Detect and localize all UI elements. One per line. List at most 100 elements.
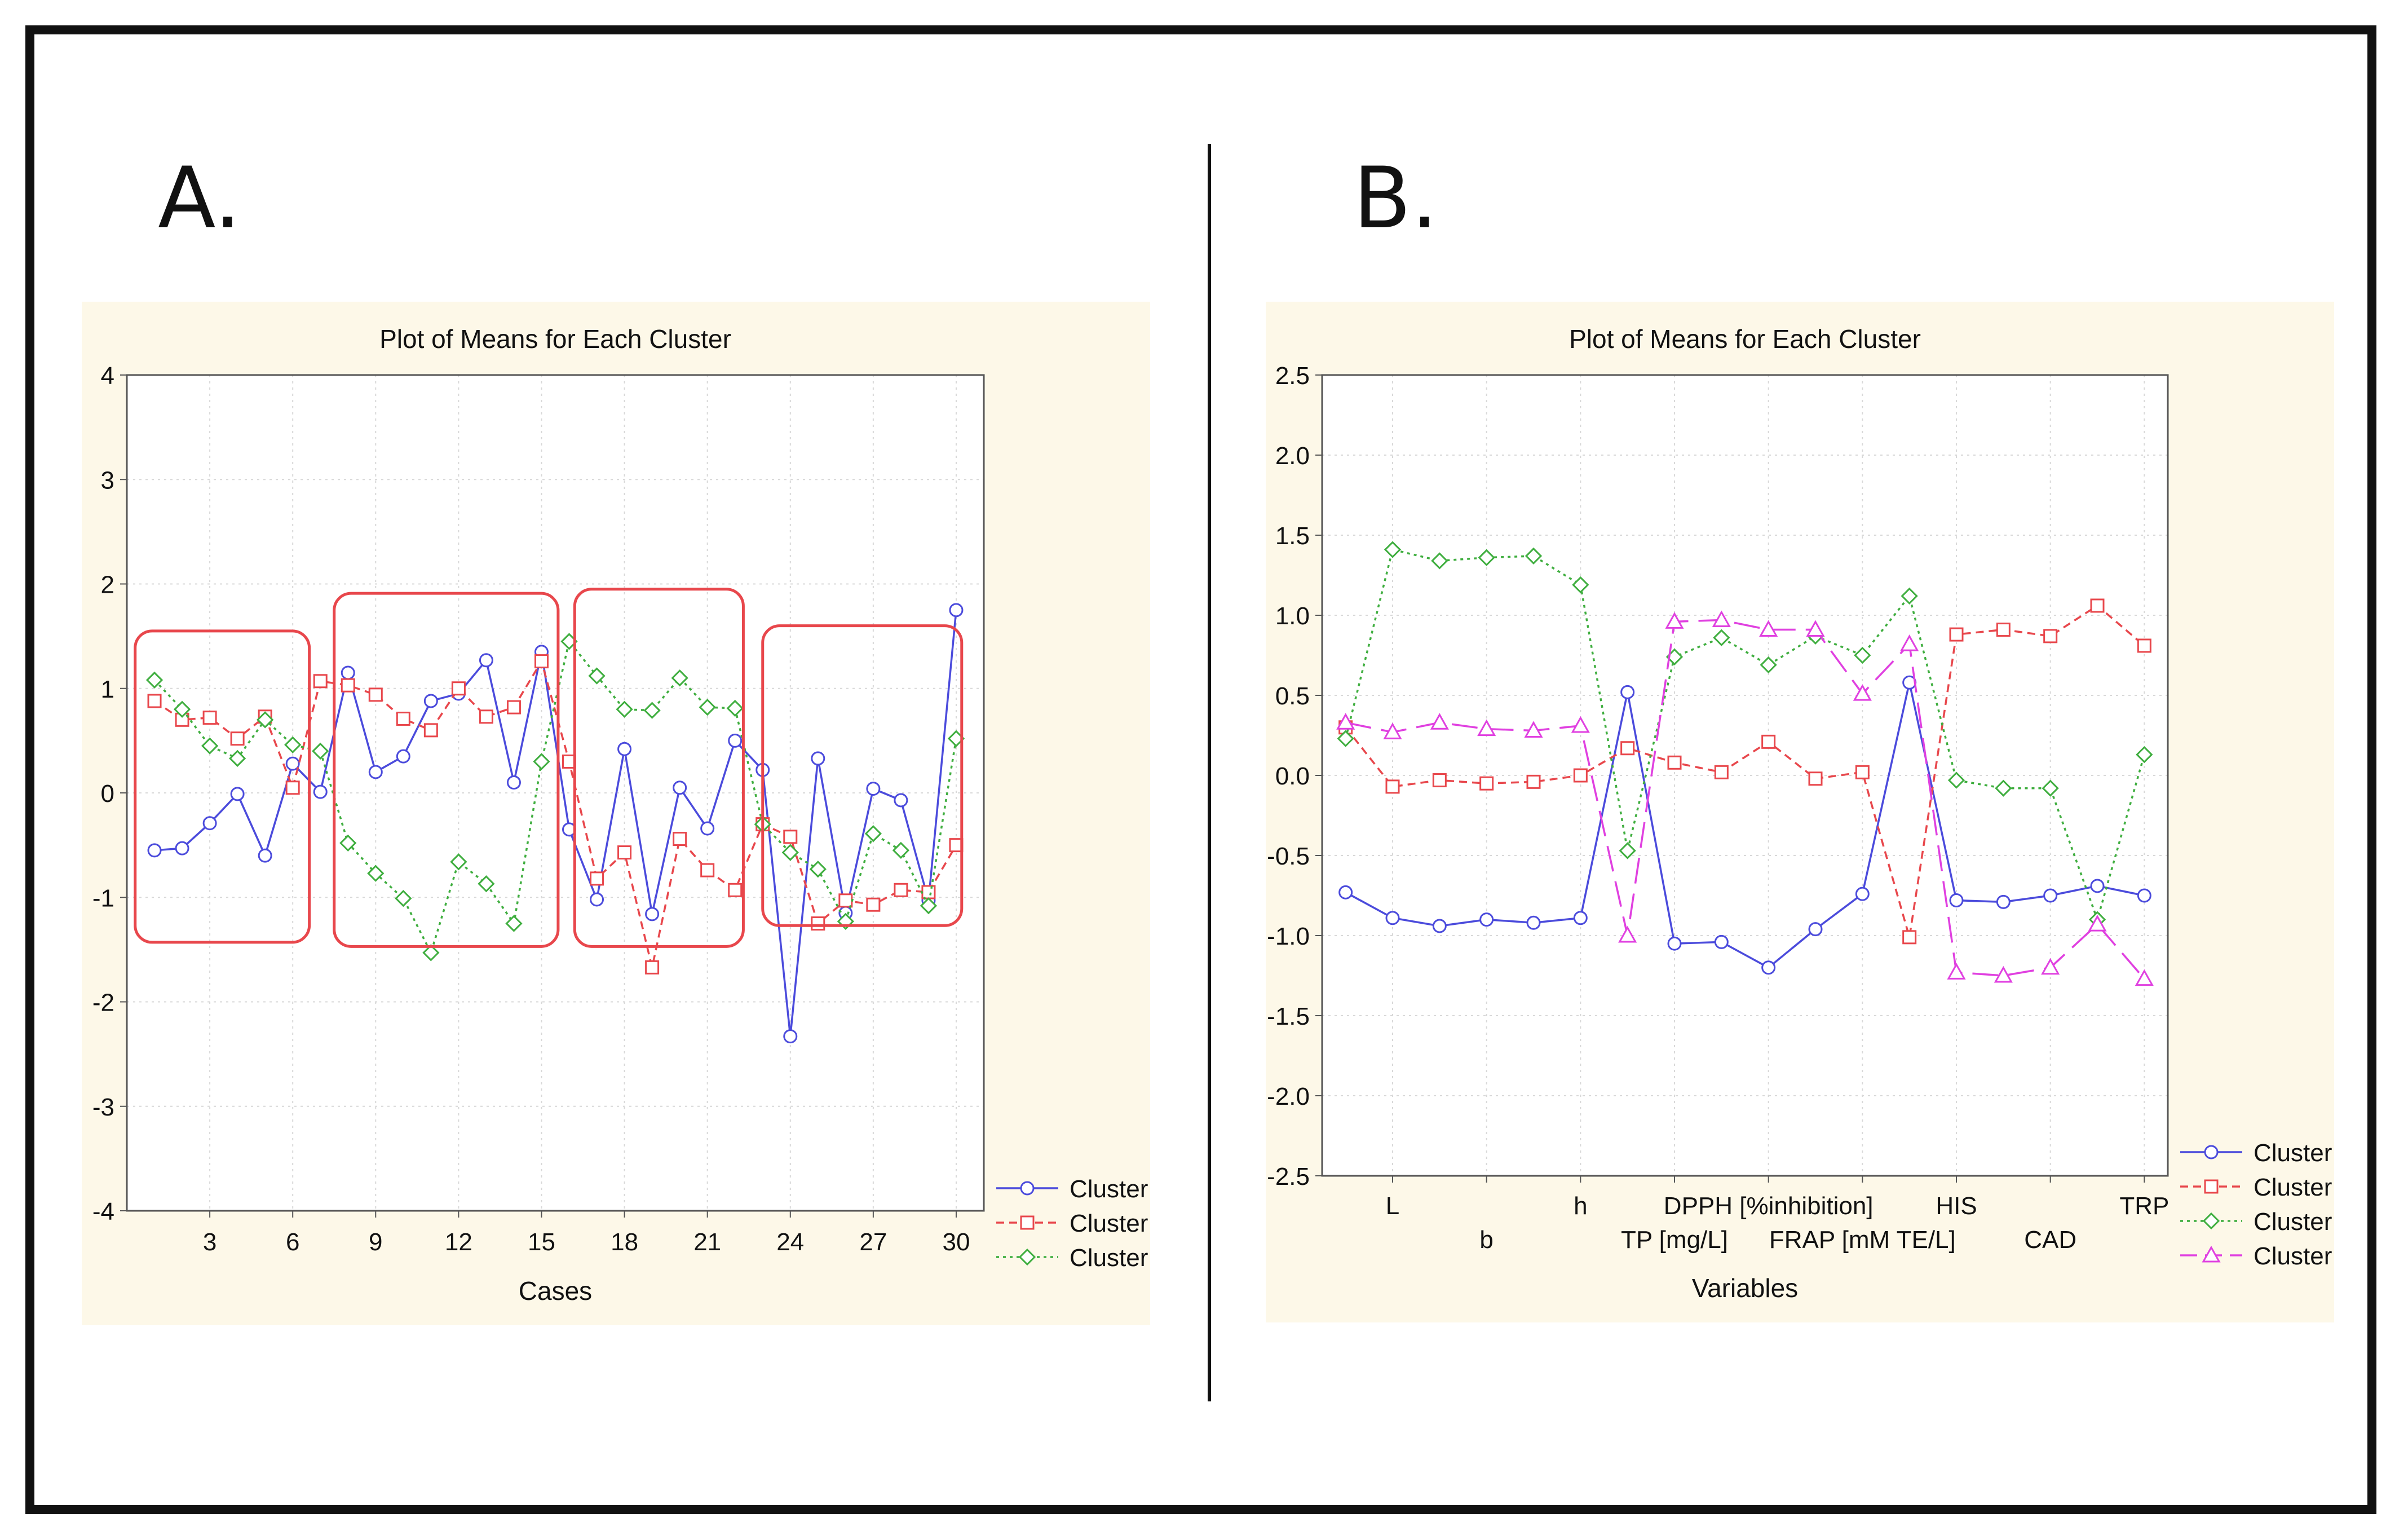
chart-b-series-2-point	[1526, 774, 1541, 789]
chart-b-series-3-point	[1760, 656, 1777, 674]
chart-b-series-4-point	[1571, 716, 1590, 733]
chart-a-series-2-point	[728, 883, 743, 897]
chart-b-series-3-point	[1901, 587, 1918, 605]
chart-a-y-tick-label: 2	[101, 571, 114, 599]
chart-b-series-4-point	[1383, 722, 1402, 739]
chart-b-x-tick-label: TRP	[2119, 1192, 2169, 1220]
chart-b-series-1-point	[1385, 911, 1400, 925]
chart-a-series-2-point	[811, 916, 825, 931]
chart-a-series-2-point	[617, 845, 632, 860]
chart-a-series-2-point	[838, 893, 853, 908]
chart-b-series-1-point	[2137, 888, 2151, 903]
chart-a: Plot of Means for Each Cluster -4 -3 -2 -1 0 1…	[82, 302, 1150, 1325]
chart-a-y-tick-label: -2	[92, 989, 114, 1017]
chart-a-series-2-line	[154, 659, 957, 968]
chart-a-y-tick-label: 1	[101, 676, 114, 703]
chart-b-series-2-point	[1714, 765, 1729, 779]
chart-a-legend: Cluster 1 Cluster 2 Cluster 3	[996, 1175, 1150, 1272]
chart-a-series-2-point	[590, 871, 604, 886]
chart-b-series-2-point	[2090, 598, 2105, 613]
chart-b-legend-label: Cluster 3	[2254, 1208, 2334, 1236]
chart-a-series-3-point	[367, 865, 385, 882]
chart-a-x-tick-label: 30	[942, 1228, 970, 1256]
chart-a-series-3-point	[809, 861, 827, 878]
chart-a-series-2-point	[285, 780, 300, 795]
chart-a-highlight-box	[333, 592, 560, 948]
chart-b-series-3-point	[1713, 629, 1730, 646]
chart-b-series-4-point	[1806, 620, 1825, 637]
chart-a-series-3-point	[588, 667, 606, 685]
chart-a-series-3-point	[671, 669, 688, 687]
chart-a-x-tick-label: 24	[776, 1228, 804, 1256]
chart-a-series-1-point	[949, 603, 964, 618]
chart-a-series-3-point	[145, 671, 164, 689]
panel-b-letter: B.	[1353, 149, 1438, 248]
chart-b-y-tick-label: -2.5	[1267, 1163, 1310, 1190]
chart-a-series-3-point	[726, 699, 744, 717]
chart-a-highlight-box	[573, 588, 745, 948]
chart-a-series-3-point	[643, 702, 661, 719]
chart-b-series-2-point	[1808, 771, 1823, 786]
chart-b-series-2-point	[1432, 773, 1447, 788]
chart-a-series-1-point	[590, 892, 604, 907]
chart-b-series-2-point	[1479, 776, 1494, 791]
chart-b-series-4-point	[1947, 963, 1966, 980]
chart-b-series-3-point	[1431, 552, 1448, 570]
chart-a-series-1-point	[396, 749, 410, 764]
chart-a-series-3-point	[450, 853, 467, 871]
chart-a-series-1-point	[700, 821, 715, 836]
chart-b-series-4-point	[1759, 620, 1778, 637]
chart-b-legend-marker	[2202, 1245, 2221, 1263]
chart-a-series-2-point	[202, 711, 217, 725]
chart-b-title: Plot of Means for Each Cluster	[1569, 324, 1921, 354]
chart-b-x-tick-label: FRAP [mM TE/L]	[1769, 1226, 1956, 1254]
chart-a-series-1	[147, 603, 964, 1044]
chart-a-series-1-point	[783, 1029, 798, 1044]
chart-a-legend-label: Cluster 1	[1070, 1175, 1150, 1203]
chart-b-legend-label: Cluster 2	[2254, 1174, 2334, 1201]
chart-b-y-tick-label: -1.0	[1267, 923, 1310, 950]
chart-b-series-1-point	[1432, 919, 1447, 933]
chart-a-series-2-point	[423, 723, 438, 738]
chart-a-legend-label: Cluster 3	[1070, 1244, 1150, 1272]
chart-b-series-3-point	[1947, 771, 1965, 789]
chart-b-series-1-point	[2090, 879, 2105, 893]
chart-b-series-3-point	[1525, 547, 1543, 565]
panel-divider	[1208, 144, 1211, 1401]
chart-a-series-1-point	[894, 793, 908, 808]
chart-b-series-1-point	[1479, 912, 1494, 927]
chart-a-y-tick-label: -1	[92, 884, 114, 912]
chart-a-x-tick-label: 9	[369, 1228, 382, 1256]
chart-b-x-axis-label: Variables	[1692, 1273, 1798, 1303]
chart-a-series-2-point	[506, 700, 521, 715]
chart-a-series-2-point	[534, 654, 549, 669]
chart-b-series-2-point	[2137, 638, 2151, 653]
chart-b-series-4-point	[1618, 925, 1637, 943]
chart-a-legend-label: Cluster 2	[1070, 1210, 1150, 1237]
chart-a-series-3-point	[892, 841, 910, 859]
chart-a-series-2-point	[673, 832, 687, 846]
chart-a-series-2-point	[921, 885, 936, 899]
chart-b-x-tick-label: HIS	[1936, 1192, 1977, 1220]
chart-a-series-3-point	[173, 700, 191, 718]
chart-a-series-3-point	[257, 711, 274, 729]
chart-b-series-1-point	[1667, 936, 1682, 951]
chart-a-series-3	[145, 633, 965, 962]
chart-a-series-3-point	[312, 742, 329, 760]
chart-a-series-3-point	[616, 700, 633, 718]
chart-b-y-tick-label: 1.5	[1275, 522, 1310, 550]
chart-b-x-tick-label: CAD	[2024, 1226, 2076, 1254]
chart-b-series-2-point	[1573, 768, 1588, 783]
chart-b-series-4	[1336, 610, 2154, 986]
chart-b-x-tick-label: h	[1574, 1192, 1587, 1220]
chart-b-series-3-point	[1337, 730, 1354, 747]
chart-a-y-tick-label: -3	[92, 1093, 114, 1121]
chart-b-series-4-point	[1336, 713, 1355, 730]
chart-b-x-tick-label: b	[1479, 1226, 1493, 1254]
chart-b-series-2-point	[1667, 755, 1682, 770]
chart-b-series-2-point	[1855, 765, 1870, 779]
chart-a-series-1-point	[645, 907, 660, 921]
chart-a-x-tick-label: 12	[445, 1228, 472, 1256]
chart-a-series-1-point	[479, 653, 493, 668]
chart-b-series-1-point	[1855, 887, 1870, 901]
